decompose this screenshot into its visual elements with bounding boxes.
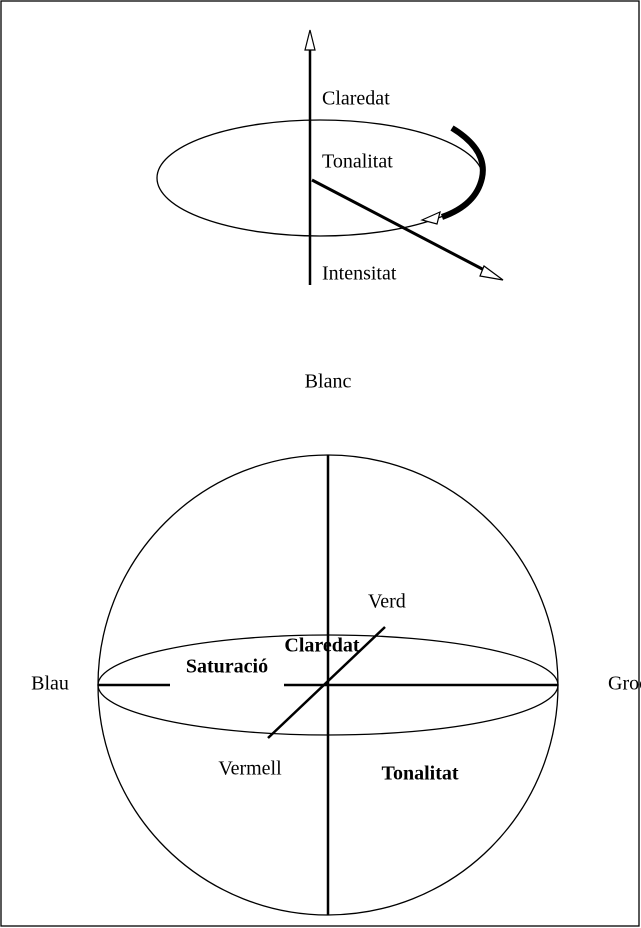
label: Claredat bbox=[284, 635, 360, 657]
label: Vermell bbox=[218, 758, 282, 780]
label: Blau bbox=[31, 673, 69, 695]
label: Verd bbox=[368, 591, 406, 613]
depth-axis bbox=[267, 626, 386, 739]
label: Claredat bbox=[322, 88, 390, 110]
axis-arrow bbox=[304, 29, 316, 51]
label: Tonalitat bbox=[322, 151, 393, 173]
label: Blanc bbox=[305, 371, 352, 393]
hue-arc bbox=[440, 125, 486, 220]
label: Intensitat bbox=[322, 263, 397, 285]
hue-arrow bbox=[420, 210, 441, 225]
label: Groc bbox=[608, 673, 641, 695]
intensity-arrow bbox=[479, 265, 504, 281]
intensity-axis bbox=[311, 178, 489, 274]
label: Saturació bbox=[186, 656, 268, 678]
label: Tonalitat bbox=[381, 763, 458, 785]
